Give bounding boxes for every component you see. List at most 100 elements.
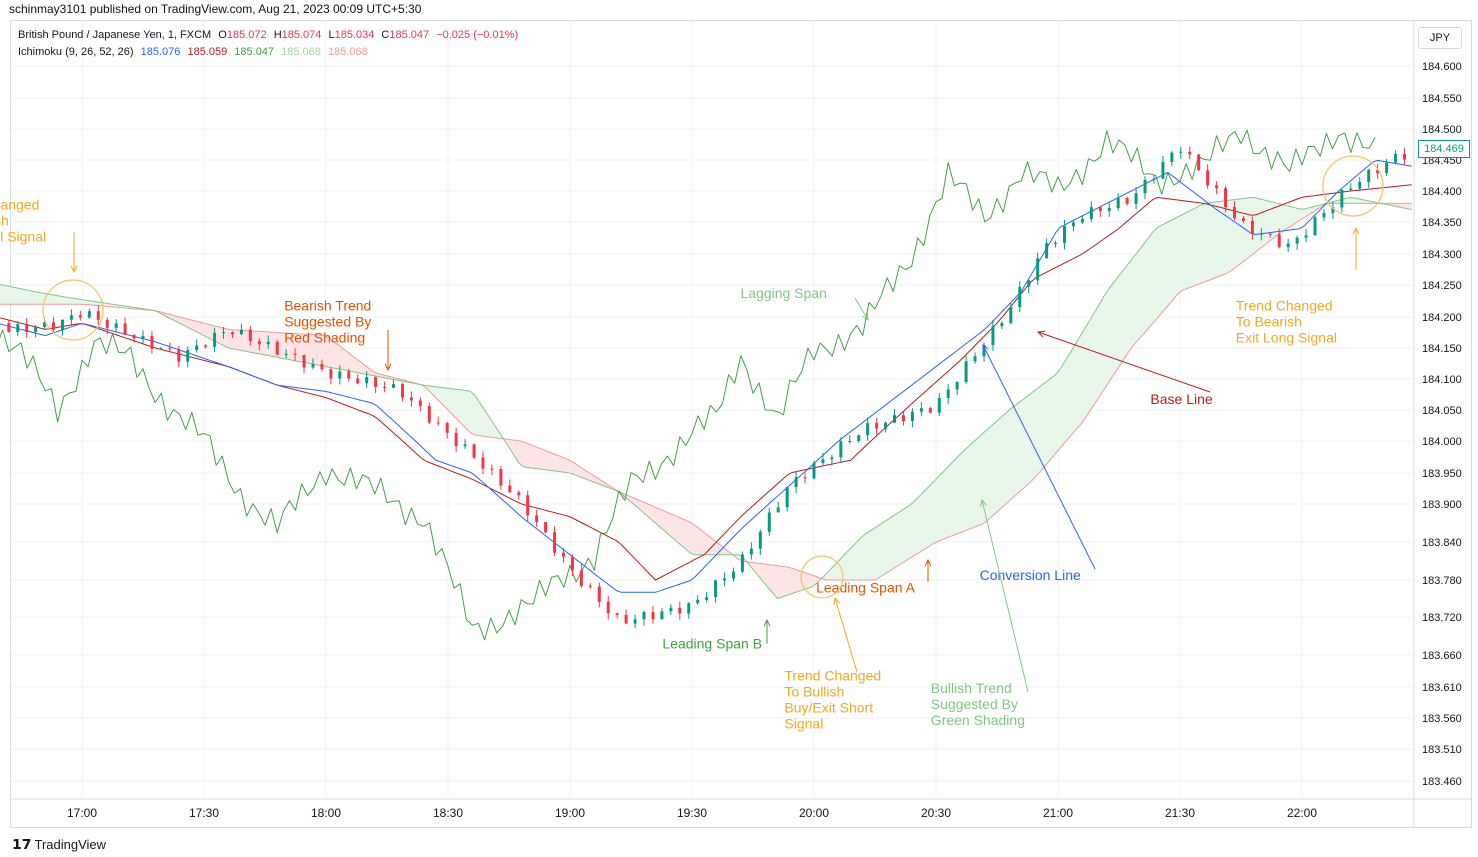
candle-body: [87, 311, 91, 318]
candle-body: [1277, 234, 1281, 248]
annotation-text: Bearish Trend: [284, 298, 371, 314]
arrow-lagging-span-head: [861, 312, 869, 321]
candle-body: [803, 477, 807, 479]
candle-body: [875, 423, 879, 429]
x-tick-label: 20:30: [921, 806, 951, 820]
x-tick-label: 17:30: [189, 806, 219, 820]
close-label: C: [381, 29, 390, 41]
span-b-value: 185.068: [327, 46, 368, 58]
candle-body: [347, 371, 351, 379]
candle-body: [1107, 208, 1111, 212]
arrow-green-shading-head: [980, 498, 987, 507]
bearish-cloud: [504, 438, 734, 556]
annotation-text: Conversion Line: [980, 567, 1081, 583]
publish-bar: schinmay3101 published on TradingView.co…: [0, 0, 1478, 20]
candle-body: [1385, 162, 1389, 174]
candle-body: [1331, 207, 1335, 214]
arrow-span-a-head: [924, 558, 932, 567]
arrow-lagging-span: [854, 297, 869, 321]
legend-indicator-row: Ichimoku (9, 26, 52, 26) 185.076 185.059…: [18, 46, 372, 58]
candle-body: [570, 556, 574, 571]
candle-body: [1098, 207, 1102, 212]
candle-body: [177, 349, 181, 362]
currency-button[interactable]: JPY: [1418, 27, 1462, 49]
candle-body: [1322, 213, 1326, 218]
candle-body: [1286, 243, 1290, 248]
symbol-name[interactable]: British Pound / Japanese Yen, 1, FXCM: [18, 29, 212, 41]
candle-body: [222, 332, 226, 334]
candle-body: [427, 406, 431, 423]
candle-body: [1080, 219, 1084, 223]
arrow-short-sell-head: [70, 265, 78, 274]
y-tick-label: 183.610: [1422, 682, 1462, 694]
candle-body: [52, 322, 56, 330]
y-tick-label: 184.450: [1422, 155, 1462, 167]
candle-body: [624, 614, 628, 624]
candle-body: [365, 377, 369, 384]
candle-body: [901, 415, 905, 422]
candle-body: [43, 322, 47, 328]
candle-body: [1152, 178, 1156, 180]
candle-body: [1018, 286, 1022, 307]
annotation-text: Signal: [784, 716, 823, 732]
arrow-bearish-shading-head: [384, 363, 392, 372]
arrow-span-b-head: [763, 618, 771, 627]
chart-frame: [10, 20, 1472, 828]
high-label: H: [273, 29, 282, 41]
candle-body: [982, 345, 986, 357]
legend-symbol-row: British Pound / Japanese Yen, 1, FXCM O1…: [18, 29, 522, 41]
candle-body: [16, 324, 20, 332]
y-tick-label: 184.300: [1422, 249, 1462, 261]
candle-body: [615, 613, 619, 615]
y-tick-label: 184.050: [1422, 405, 1462, 417]
bullish-cloud: [426, 385, 505, 440]
indicator-name[interactable]: Ichimoku (9, 26, 52, 26): [18, 46, 134, 58]
candle-body: [436, 422, 440, 424]
last-price-tag: 184.469: [1418, 140, 1470, 158]
annotation-text: To Bearish: [1236, 314, 1302, 330]
y-tick-label: 184.250: [1422, 280, 1462, 292]
candle-body: [919, 408, 923, 412]
candle-body: [1134, 193, 1138, 204]
x-tick-label: 21:30: [1165, 806, 1195, 820]
leading-span-b-line: [0, 202, 1412, 581]
candle-body: [1241, 218, 1245, 221]
candle-body: [1063, 226, 1067, 243]
candle-body: [78, 315, 82, 318]
candle-body: [884, 422, 888, 429]
annotation-text: Trend Changed: [1236, 298, 1333, 314]
candle-body: [34, 327, 38, 332]
candle-body: [651, 612, 655, 620]
candle-body: [204, 345, 208, 347]
x-tick-label: 19:30: [677, 806, 707, 820]
candle-body: [776, 507, 780, 513]
candle-body: [937, 398, 941, 413]
y-tick-label: 184.100: [1422, 374, 1462, 386]
candle-body: [696, 599, 700, 604]
candle-body: [955, 382, 959, 390]
candle-body: [1125, 198, 1129, 204]
x-tick-label: 17:00: [67, 806, 97, 820]
candle-body: [1054, 242, 1058, 244]
conversion-line: [0, 159, 1412, 593]
change-value: −0.025 (−0.01%): [436, 29, 519, 41]
footer-brand[interactable]: 𝟭𝟳 TradingView: [12, 836, 106, 853]
candle-body: [1143, 179, 1147, 194]
candle-body: [257, 341, 261, 345]
lagging-value: 185.047: [234, 46, 275, 58]
arrow-base-line: [1037, 331, 1211, 393]
annotation-text: To Bullish: [784, 684, 844, 700]
candle-body: [508, 485, 512, 493]
candle-body: [579, 570, 583, 586]
candle-body: [284, 353, 288, 355]
y-tick-label: 184.150: [1422, 343, 1462, 355]
candle-body: [821, 459, 825, 464]
candle-body: [1215, 185, 1219, 189]
candle-body: [1000, 323, 1004, 327]
candle-body: [553, 532, 557, 553]
candle-body: [186, 349, 190, 362]
annotation-text: Trend Changed: [784, 668, 881, 684]
candle-body: [1206, 170, 1210, 186]
candle-body: [1259, 233, 1263, 235]
